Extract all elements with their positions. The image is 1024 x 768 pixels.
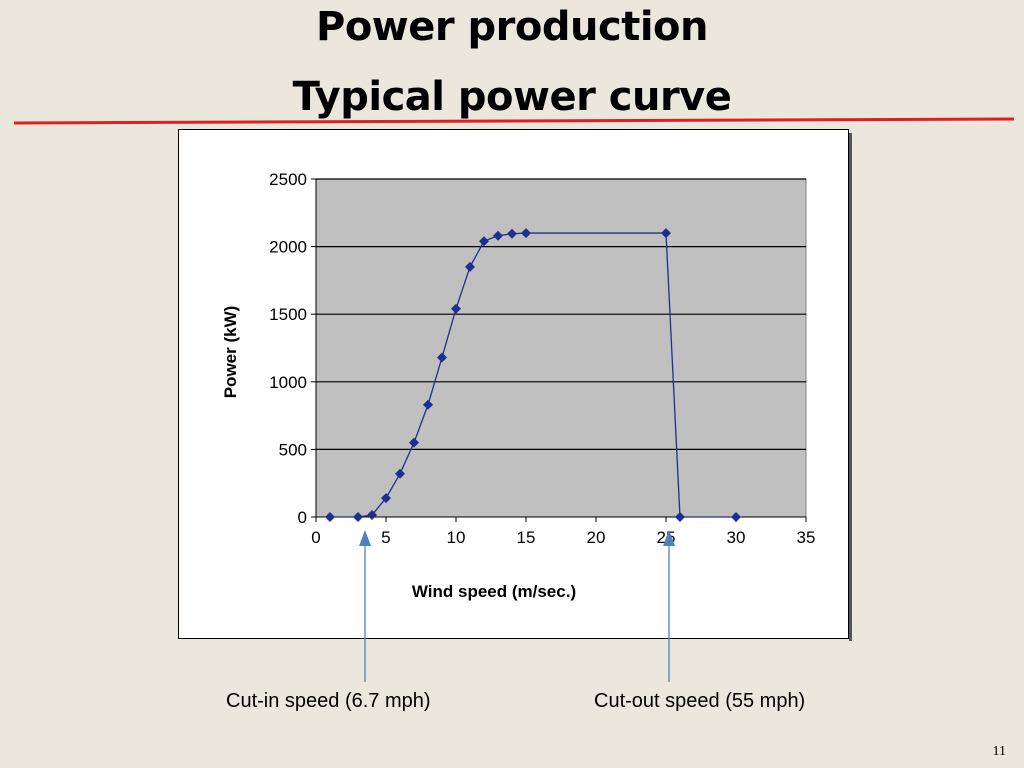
y-tick-label: 1500 xyxy=(269,305,307,324)
y-tick-label: 0 xyxy=(298,508,307,527)
x-tick-label: 20 xyxy=(587,528,606,547)
y-tick-label: 1000 xyxy=(269,373,307,392)
data-point xyxy=(675,512,685,522)
page-number: 11 xyxy=(992,744,1006,759)
data-point xyxy=(325,512,335,522)
data-point xyxy=(381,493,391,504)
data-point xyxy=(367,509,377,520)
x-tick-label: 15 xyxy=(517,528,536,547)
title-underline xyxy=(13,117,1015,125)
cut-in-arrow xyxy=(359,530,371,682)
data-point xyxy=(479,236,489,247)
x-tick-label: 0 xyxy=(311,528,320,547)
data-point xyxy=(353,512,363,522)
data-point xyxy=(465,261,475,272)
cut-out-arrow xyxy=(663,530,675,682)
data-point xyxy=(507,228,517,239)
data-point xyxy=(521,228,531,239)
data-point xyxy=(409,437,419,448)
chart-frame: 0 500 1000 1500 2000 2500 0 5 10 15 20 25 30 35 Wind … xyxy=(178,129,852,641)
cut-out-speed-label: Cut-out speed (55 mph) xyxy=(594,690,806,712)
data-point xyxy=(493,230,503,241)
y-tick-label: 2000 xyxy=(269,238,307,257)
data-point xyxy=(661,228,671,239)
data-point xyxy=(395,468,405,479)
x-tick-label: 10 xyxy=(447,528,466,547)
slide-title-line2: Typical power curve xyxy=(292,74,732,120)
series-layer xyxy=(325,228,741,522)
slide-title-line1: Power production xyxy=(316,4,708,50)
x-axis-label: Wind speed (m/sec.) xyxy=(412,582,576,601)
gridlines xyxy=(316,178,806,450)
y-axis-label: Power (kW) xyxy=(221,306,240,399)
x-tick-label: 5 xyxy=(381,528,390,547)
y-tick-label: 500 xyxy=(279,440,307,459)
data-point xyxy=(437,352,447,363)
cut-in-speed-label: Cut-in speed (6.7 mph) xyxy=(226,690,431,712)
data-point xyxy=(423,399,433,410)
plot-area xyxy=(315,178,807,518)
y-tick-label: 2500 xyxy=(269,170,307,189)
x-tick-label: 35 xyxy=(797,528,816,547)
data-point xyxy=(451,303,461,314)
x-tick-label: 30 xyxy=(727,528,746,547)
data-point xyxy=(731,512,741,522)
